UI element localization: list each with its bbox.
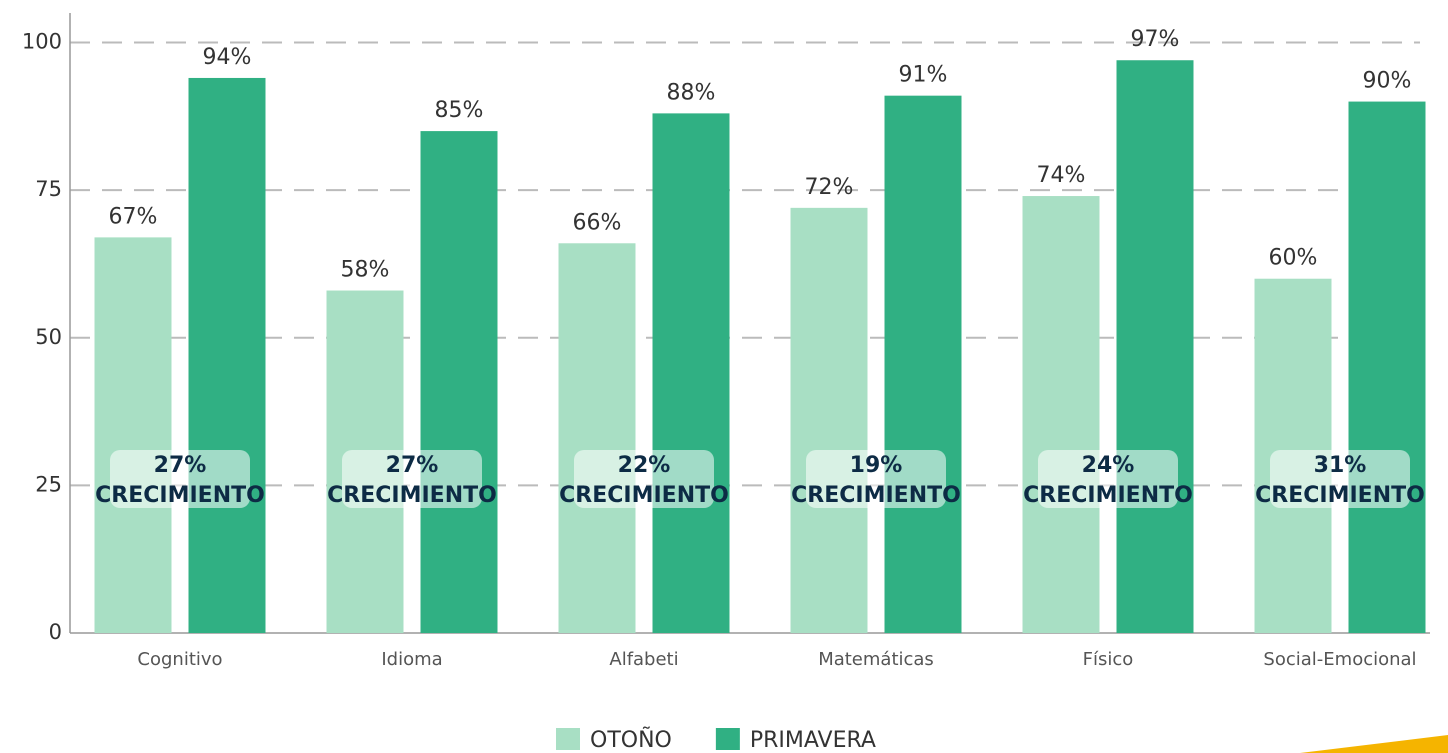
annotation-label: CRECIMIENTO (1023, 483, 1193, 508)
legend-swatch (556, 728, 580, 750)
annotation-label: CRECIMIENTO (327, 483, 497, 508)
y-tick-label: 50 (35, 325, 62, 349)
bar (1348, 101, 1426, 634)
annotation-value: 27% (386, 453, 439, 478)
annotation-box (806, 450, 946, 508)
value-label: 66% (573, 210, 622, 235)
bar (652, 113, 730, 633)
annotation-value: 31% (1314, 453, 1367, 478)
bar (420, 131, 498, 633)
value-label: 91% (899, 63, 948, 88)
value-label: 67% (109, 204, 158, 229)
x-tick-label: Cognitivo (137, 649, 222, 670)
decoration (1300, 735, 1448, 753)
annotation-label: CRECIMIENTO (1255, 483, 1425, 508)
x-tick-label: Alfabeti (609, 649, 678, 670)
x-tick-label: Social-Emocional (1263, 649, 1416, 670)
annotation-label: CRECIMIENTO (95, 483, 265, 508)
value-label: 72% (805, 175, 854, 200)
bar (1116, 60, 1194, 633)
bar (558, 243, 636, 634)
value-label: 60% (1269, 246, 1318, 271)
y-tick-label: 25 (35, 472, 62, 496)
annotation-value: 19% (850, 453, 903, 478)
value-label: 85% (435, 98, 484, 123)
annotation-box (1038, 450, 1178, 508)
y-tick-label: 100 (22, 30, 62, 54)
annotation-value: 27% (154, 453, 207, 478)
annotation-box (342, 450, 482, 508)
annotation-value: 24% (1082, 453, 1135, 478)
y-tick-label: 0 (49, 620, 62, 644)
legend-label: OTOÑO (590, 726, 672, 753)
value-label: 97% (1131, 27, 1180, 52)
legend-swatch (715, 728, 740, 750)
annotation-label: CRECIMIENTO (559, 483, 729, 508)
y-tick-label: 75 (35, 177, 62, 201)
annotation-box (574, 450, 714, 508)
value-label: 88% (667, 80, 716, 105)
legend-label: PRIMAVERA (750, 728, 876, 753)
x-tick-label: Idioma (381, 649, 442, 670)
value-label: 58% (341, 258, 390, 283)
x-tick-label: Matemáticas (818, 649, 934, 670)
bar (188, 77, 266, 633)
value-label: 74% (1037, 163, 1086, 188)
annotation-value: 22% (618, 453, 671, 478)
value-label: 94% (203, 45, 252, 70)
bar (94, 237, 172, 633)
value-label: 90% (1363, 69, 1412, 94)
annotation-box (1270, 450, 1410, 508)
annotation-box (110, 450, 250, 508)
bar (1022, 196, 1100, 634)
bar (790, 207, 868, 633)
x-tick-label: Físico (1083, 649, 1134, 670)
bar (884, 95, 962, 633)
annotation-label: CRECIMIENTO (791, 483, 961, 508)
